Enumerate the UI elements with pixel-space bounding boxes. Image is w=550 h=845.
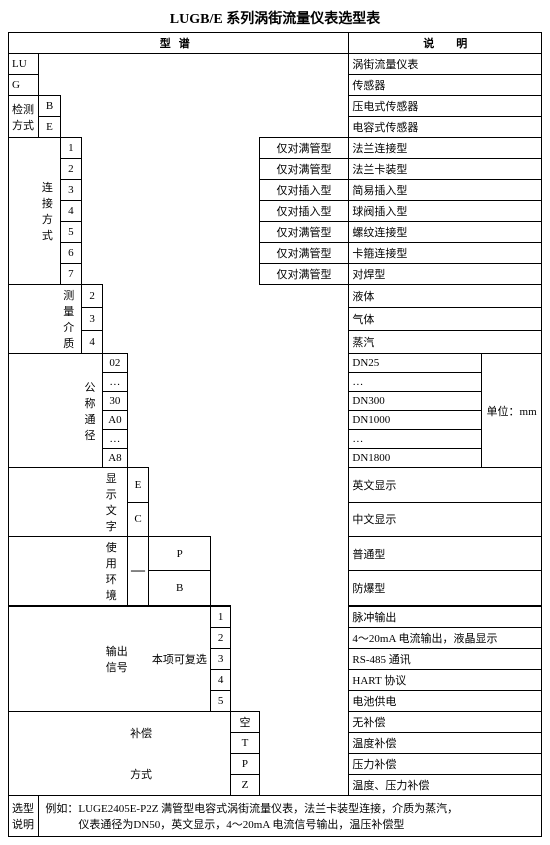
- comp-label1: 补偿: [127, 712, 231, 754]
- env-label: 使用 环境: [103, 537, 127, 607]
- header-row: 型谱 说 明: [9, 33, 542, 54]
- selection-table: 型谱 说 明 LU涡街流量仪表 G传感器 检测 方式 B压电式传感器 E电容式传…: [8, 32, 542, 837]
- medium-label: 测量 介质: [60, 285, 81, 354]
- display-label: 显示 文字: [103, 468, 127, 537]
- example-label: 选型 说明: [9, 796, 39, 837]
- lu-code: LU: [9, 54, 39, 75]
- g-desc: 传感器: [349, 75, 542, 96]
- output-note: 本项可复选: [149, 606, 211, 712]
- output-label: 输出 信号: [103, 606, 149, 712]
- example-text: 例如：LUGE2405E-P2Z 满管型电容式涡街流量仪表，法兰卡装型连接，介质…: [39, 796, 542, 837]
- env-dash: —: [127, 537, 149, 607]
- hdr-spec: 型谱: [9, 33, 349, 54]
- connect-label: 连接 方式: [39, 138, 60, 285]
- comp-label2: 方式: [127, 754, 231, 796]
- lu-desc: 涡街流量仪表: [349, 54, 542, 75]
- g-code: G: [9, 75, 39, 96]
- dn-label: 公称 通径: [81, 354, 102, 468]
- hdr-desc: 说 明: [349, 33, 542, 54]
- dn-unit: 单位：mm: [482, 354, 542, 468]
- table-title: LUGB/E 系列涡街流量仪表选型表: [8, 8, 542, 28]
- detect-label: 检测 方式: [9, 96, 39, 138]
